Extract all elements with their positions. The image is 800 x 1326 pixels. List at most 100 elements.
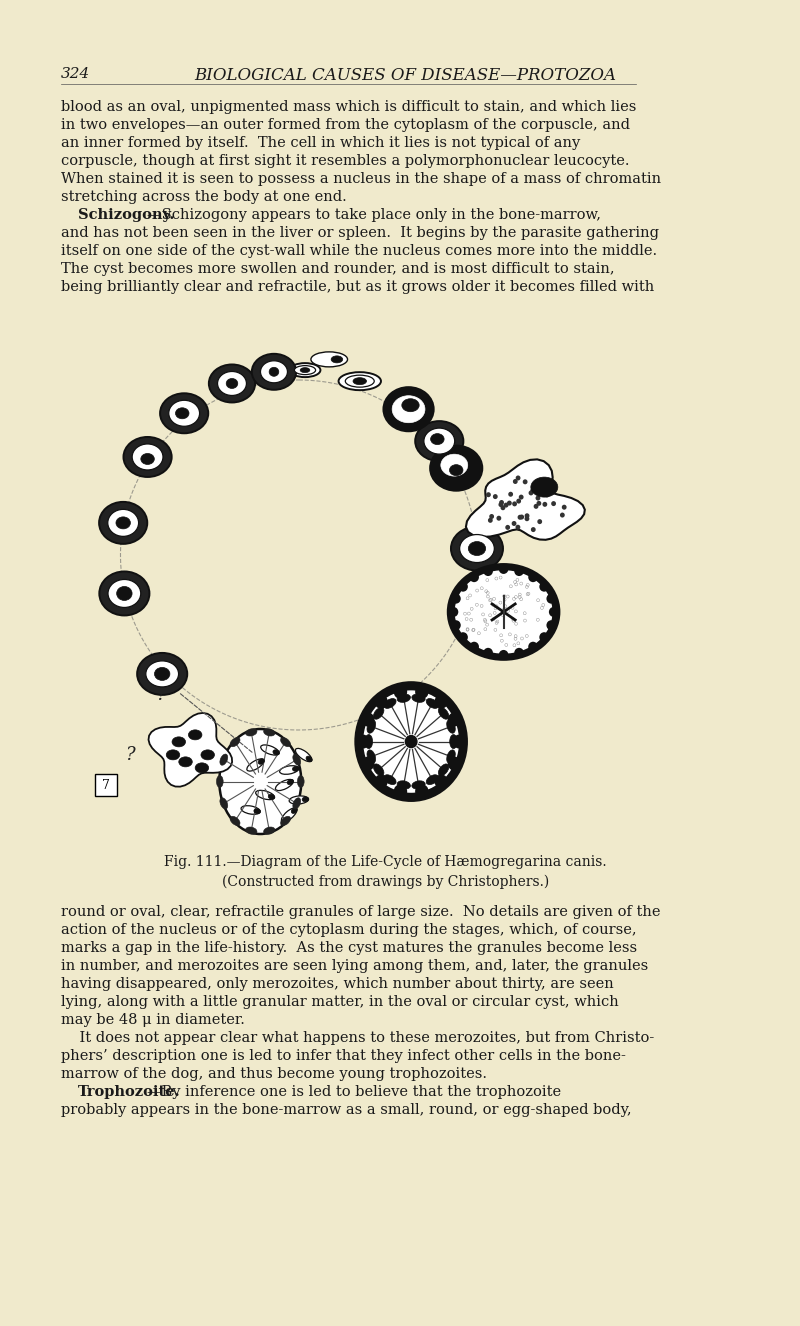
Circle shape xyxy=(498,650,509,660)
Circle shape xyxy=(361,757,374,770)
Ellipse shape xyxy=(219,729,302,834)
Ellipse shape xyxy=(275,780,294,790)
Ellipse shape xyxy=(291,808,298,813)
Ellipse shape xyxy=(364,691,458,792)
Ellipse shape xyxy=(293,766,299,772)
Text: action of the nucleus or of the cytoplasm during the stages, which, of course,: action of the nucleus or of the cytoplas… xyxy=(61,923,636,937)
Ellipse shape xyxy=(264,827,275,834)
Text: It does not appear clear what happens to these merozoites, but from Christo-: It does not appear clear what happens to… xyxy=(61,1032,654,1045)
Ellipse shape xyxy=(195,762,209,773)
Text: itself on one side of the cyst-wall while the nucleus comes more into the middle: itself on one side of the cyst-wall whil… xyxy=(61,244,657,259)
Ellipse shape xyxy=(189,729,202,740)
Circle shape xyxy=(458,582,468,591)
Circle shape xyxy=(504,503,509,508)
Ellipse shape xyxy=(268,794,275,800)
Ellipse shape xyxy=(116,517,130,529)
Circle shape xyxy=(519,514,524,520)
Ellipse shape xyxy=(441,453,468,476)
Circle shape xyxy=(470,642,479,651)
Circle shape xyxy=(551,501,556,507)
Text: marks a gap in the life-history.  As the cyst matures the granules become less: marks a gap in the life-history. As the … xyxy=(61,941,637,955)
Circle shape xyxy=(486,492,491,497)
Text: 324: 324 xyxy=(61,68,90,81)
Ellipse shape xyxy=(175,408,189,419)
Circle shape xyxy=(514,566,524,575)
Circle shape xyxy=(550,483,555,488)
Text: round or oval, clear, refractile granules of large size.  No details are given o: round or oval, clear, refractile granule… xyxy=(61,906,660,919)
Ellipse shape xyxy=(430,434,444,444)
Circle shape xyxy=(522,479,527,484)
Ellipse shape xyxy=(269,367,278,377)
Text: (Constructed from drawings by Christophers.): (Constructed from drawings by Christophe… xyxy=(222,875,549,890)
Circle shape xyxy=(501,505,506,511)
Circle shape xyxy=(515,525,520,529)
Ellipse shape xyxy=(460,534,494,562)
Circle shape xyxy=(525,513,530,518)
Circle shape xyxy=(356,735,370,749)
Ellipse shape xyxy=(241,806,260,814)
Text: lying, along with a little granular matter, in the oval or circular cyst, which: lying, along with a little granular matt… xyxy=(61,994,618,1009)
Circle shape xyxy=(508,492,513,497)
Text: The cyst becomes more swollen and rounder, and is most difficult to stain,: The cyst becomes more swollen and rounde… xyxy=(61,263,614,276)
Ellipse shape xyxy=(293,754,301,765)
Ellipse shape xyxy=(169,400,199,426)
Text: probably appears in the bone-marrow as a small, round, or egg-shaped body,: probably appears in the bone-marrow as a… xyxy=(61,1103,631,1116)
Ellipse shape xyxy=(99,501,147,544)
Circle shape xyxy=(499,500,504,505)
Ellipse shape xyxy=(302,797,309,802)
Ellipse shape xyxy=(293,798,301,809)
Circle shape xyxy=(507,501,512,505)
Circle shape xyxy=(549,607,558,617)
Circle shape xyxy=(530,488,535,493)
Text: stretching across the body at one end.: stretching across the body at one end. xyxy=(61,190,346,204)
Circle shape xyxy=(537,501,542,505)
Circle shape xyxy=(394,684,407,699)
Circle shape xyxy=(493,495,498,499)
Ellipse shape xyxy=(374,764,384,776)
Ellipse shape xyxy=(141,453,154,464)
Ellipse shape xyxy=(246,827,257,834)
Circle shape xyxy=(528,572,538,582)
FancyBboxPatch shape xyxy=(95,774,117,796)
Circle shape xyxy=(528,642,538,651)
Ellipse shape xyxy=(384,699,396,708)
Ellipse shape xyxy=(280,765,298,774)
Ellipse shape xyxy=(108,509,138,537)
Ellipse shape xyxy=(273,749,279,754)
Text: in two envelopes—an outer formed from the cytoplasm of the corpuscle, and: in two envelopes—an outer formed from th… xyxy=(61,118,630,133)
Circle shape xyxy=(361,712,374,727)
Text: When stained it is seen to possess a nucleus in the shape of a mass of chromatin: When stained it is seen to possess a nuc… xyxy=(61,172,661,186)
Ellipse shape xyxy=(450,464,463,476)
Ellipse shape xyxy=(412,693,425,703)
Circle shape xyxy=(545,492,550,497)
Ellipse shape xyxy=(226,378,238,389)
Ellipse shape xyxy=(397,781,410,789)
Ellipse shape xyxy=(426,699,438,708)
Circle shape xyxy=(394,784,407,798)
Ellipse shape xyxy=(154,667,170,680)
Text: BIOLOGICAL CAUSES OF DISEASE—PROTOZOA: BIOLOGICAL CAUSES OF DISEASE—PROTOZOA xyxy=(194,68,616,84)
Ellipse shape xyxy=(201,751,214,760)
Circle shape xyxy=(415,784,429,798)
Circle shape xyxy=(406,736,417,748)
Ellipse shape xyxy=(281,817,290,826)
Circle shape xyxy=(516,476,521,480)
Ellipse shape xyxy=(137,652,187,695)
Text: may be 48 μ in diameter.: may be 48 μ in diameter. xyxy=(61,1013,245,1028)
Ellipse shape xyxy=(146,660,178,687)
Text: marrow of the dog, and thus become young trophozoites.: marrow of the dog, and thus become young… xyxy=(61,1067,486,1081)
Circle shape xyxy=(560,513,565,517)
Text: —Schizogony appears to take place only in the bone-marrow,: —Schizogony appears to take place only i… xyxy=(147,208,602,221)
Ellipse shape xyxy=(246,729,257,736)
Ellipse shape xyxy=(108,579,141,607)
Ellipse shape xyxy=(311,351,347,367)
Circle shape xyxy=(539,633,549,642)
Circle shape xyxy=(497,516,502,521)
Ellipse shape xyxy=(424,428,454,453)
Circle shape xyxy=(470,572,479,582)
Circle shape xyxy=(488,518,493,522)
Circle shape xyxy=(506,525,510,530)
Circle shape xyxy=(434,774,448,789)
Circle shape xyxy=(529,491,534,496)
Circle shape xyxy=(518,495,523,500)
